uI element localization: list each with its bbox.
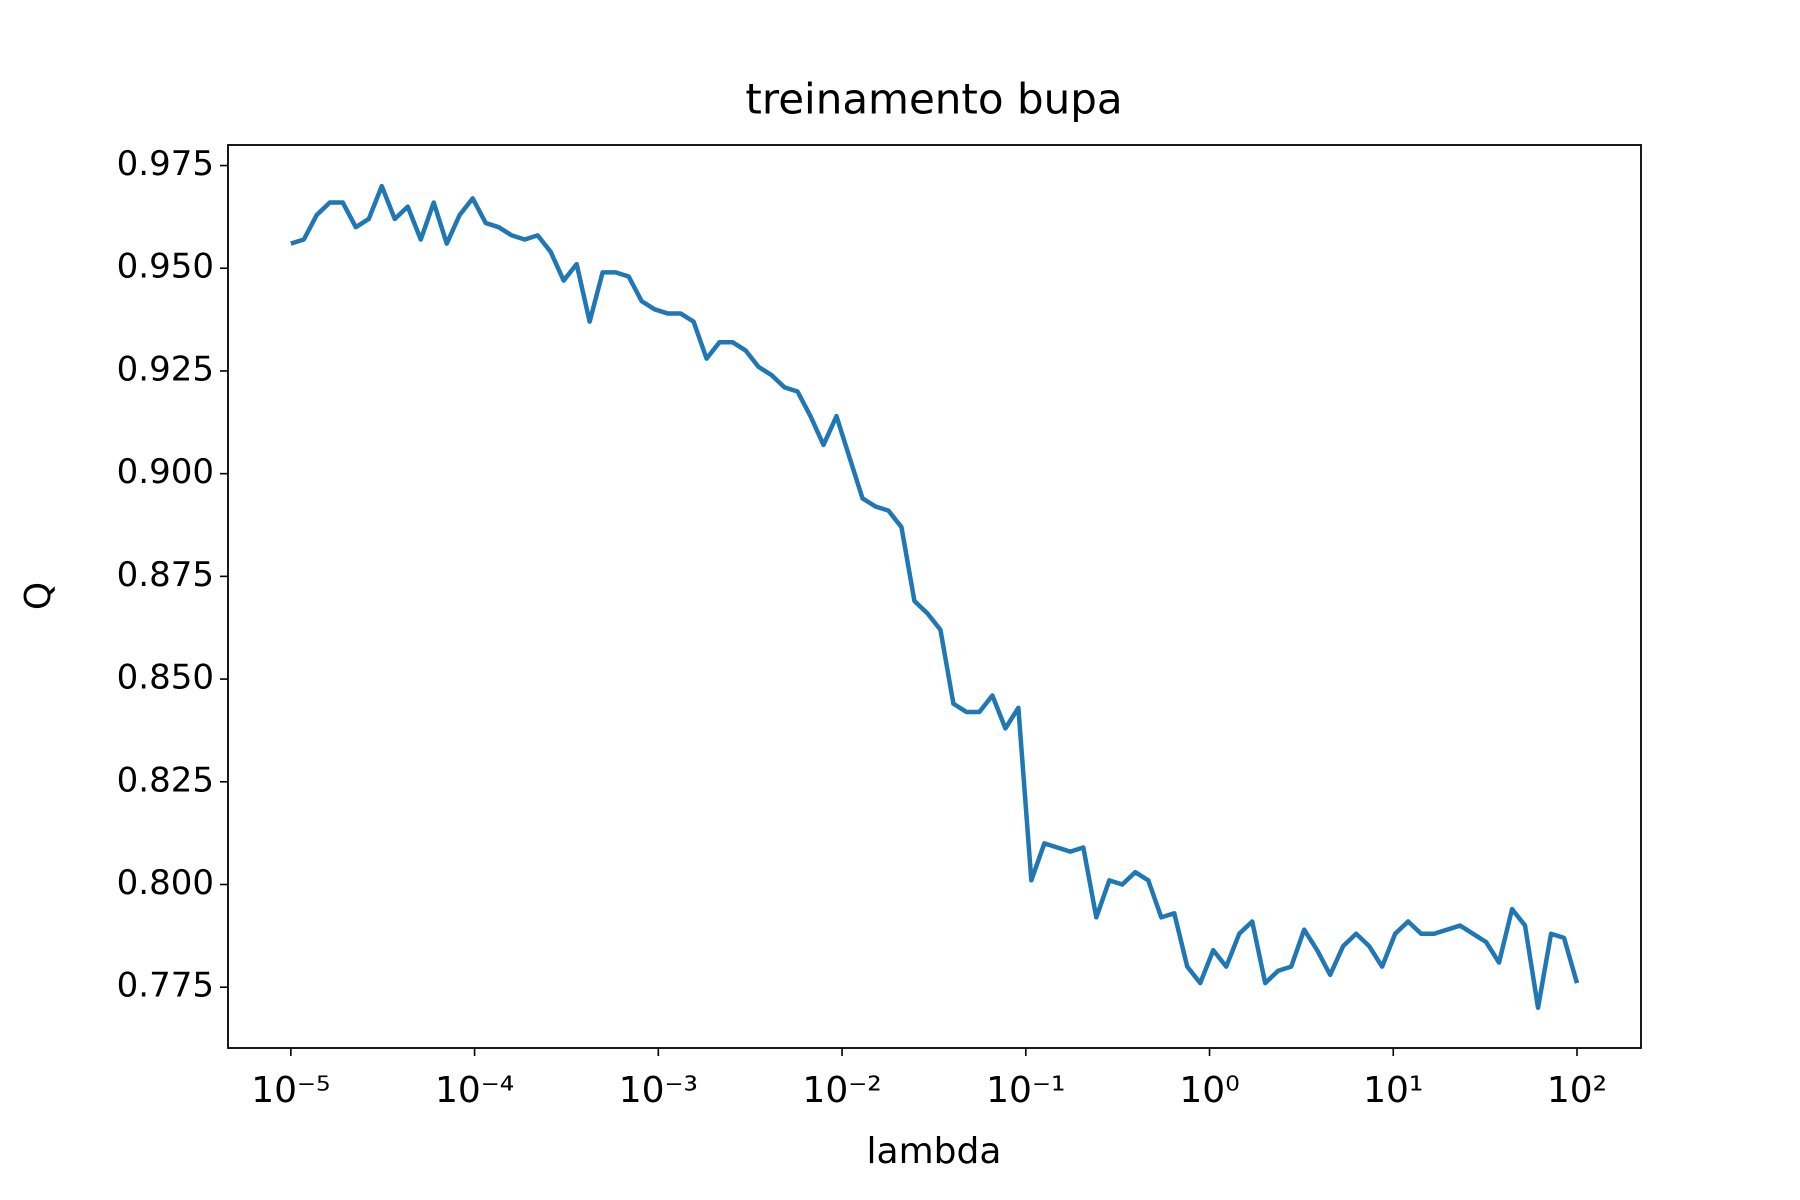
chart-title: treinamento bupa bbox=[745, 75, 1122, 124]
y-tick-label: 0.825 bbox=[117, 760, 214, 800]
x-tick-label: 10⁻³ bbox=[619, 1070, 698, 1111]
y-tick-label: 0.850 bbox=[117, 658, 214, 698]
x-tick-label: 10¹ bbox=[1363, 1070, 1423, 1111]
y-tick-label: 0.950 bbox=[117, 247, 214, 287]
x-tick-label: 10⁰ bbox=[1179, 1070, 1239, 1111]
x-tick-label: 10⁻¹ bbox=[986, 1070, 1065, 1111]
y-tick-label: 0.975 bbox=[117, 144, 214, 184]
y-tick-label: 0.875 bbox=[117, 555, 214, 595]
plot-frame bbox=[227, 144, 1642, 1049]
x-tick-label: 10⁻⁵ bbox=[251, 1070, 330, 1111]
y-tick-label: 0.775 bbox=[117, 966, 214, 1006]
x-axis-label: lambda bbox=[867, 1131, 1002, 1172]
x-tick-label: 10⁻⁴ bbox=[435, 1070, 514, 1111]
y-tick-label: 0.900 bbox=[117, 452, 214, 492]
y-axis-label: Q bbox=[18, 582, 59, 610]
x-tick-label: 10⁻² bbox=[802, 1070, 881, 1111]
y-tick-label: 0.925 bbox=[117, 349, 214, 389]
data-line bbox=[290, 183, 1580, 1010]
x-tick-label: 10² bbox=[1547, 1070, 1607, 1111]
y-tick-label: 0.800 bbox=[117, 863, 214, 903]
